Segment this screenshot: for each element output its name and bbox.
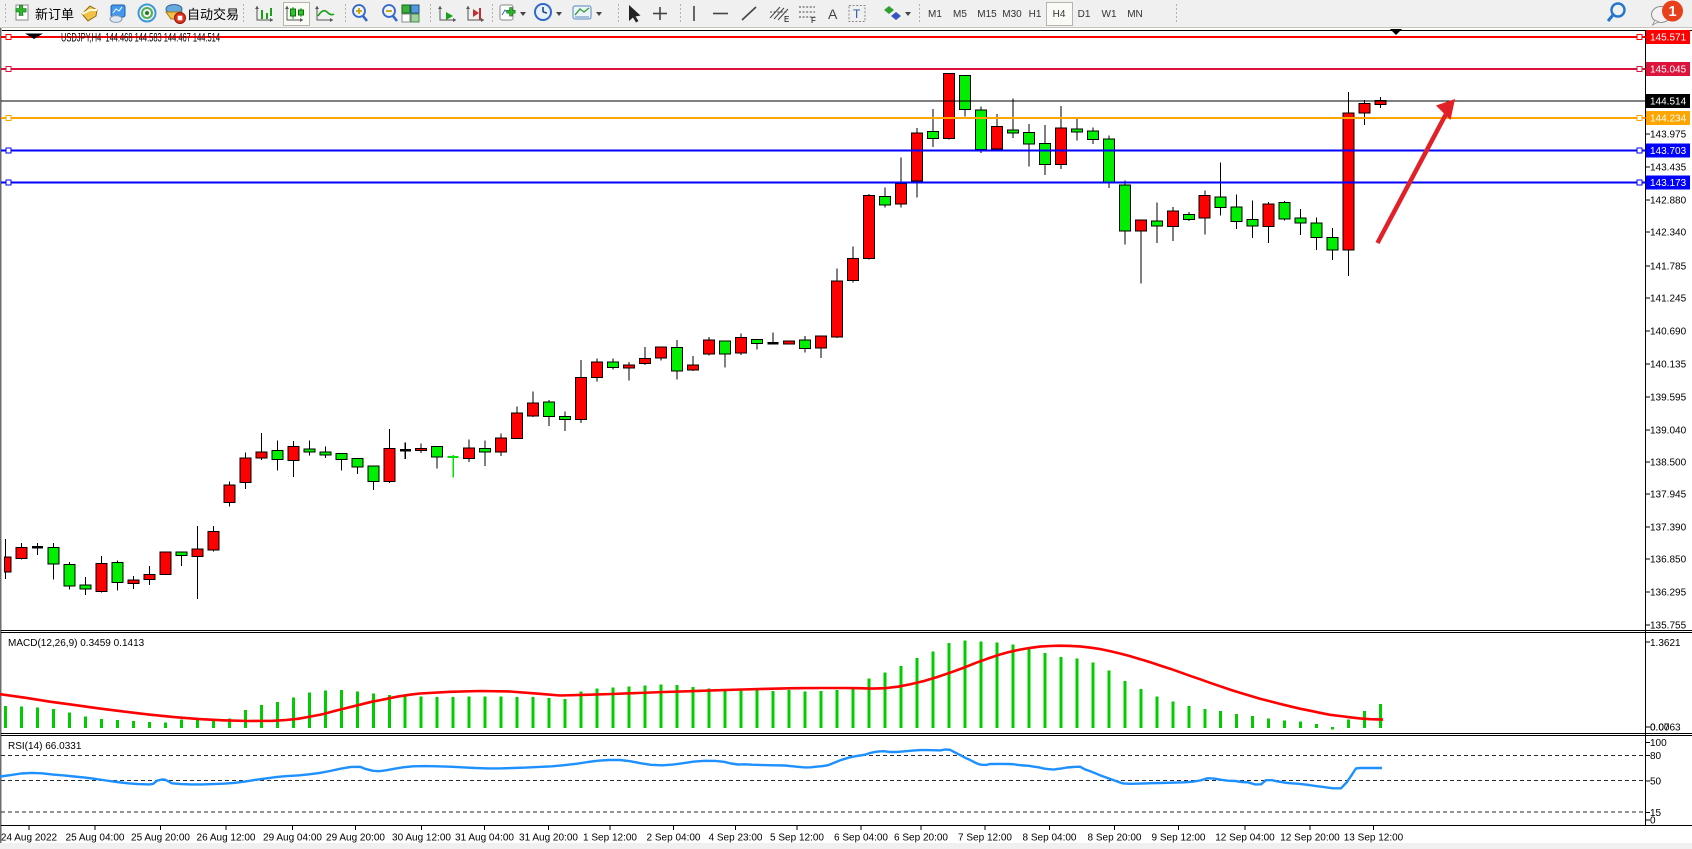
svg-text:24 Aug 2022: 24 Aug 2022 bbox=[1, 833, 58, 844]
svg-text:80: 80 bbox=[1650, 751, 1662, 762]
svg-text:143.975: 143.975 bbox=[1650, 130, 1687, 141]
svg-text:M1: M1 bbox=[928, 9, 942, 20]
svg-text:141.785: 141.785 bbox=[1650, 262, 1687, 273]
svg-text:26 Aug 12:00: 26 Aug 12:00 bbox=[197, 833, 256, 844]
svg-text:29 Aug 04:00: 29 Aug 04:00 bbox=[263, 833, 322, 844]
svg-text:140.135: 140.135 bbox=[1650, 360, 1687, 371]
svg-text:0.0763: 0.0763 bbox=[1650, 723, 1681, 734]
svg-text:0: 0 bbox=[1650, 816, 1656, 827]
svg-text:0.00: 0.00 bbox=[1650, 723, 1670, 734]
svg-text:D1: D1 bbox=[1078, 9, 1091, 20]
svg-text:136.850: 136.850 bbox=[1650, 555, 1687, 566]
svg-text:30 Aug 12:00: 30 Aug 12:00 bbox=[392, 833, 451, 844]
svg-text:12 Sep 20:00: 12 Sep 20:00 bbox=[1280, 833, 1340, 844]
svg-text:7 Sep 12:00: 7 Sep 12:00 bbox=[958, 833, 1012, 844]
svg-text:142.880: 142.880 bbox=[1650, 196, 1687, 207]
svg-text:143.173: 143.173 bbox=[1650, 178, 1687, 189]
svg-text:H4: H4 bbox=[1053, 9, 1066, 20]
svg-text:9 Sep 12:00: 9 Sep 12:00 bbox=[1152, 833, 1206, 844]
svg-text:8 Sep 04:00: 8 Sep 04:00 bbox=[1023, 833, 1077, 844]
svg-text:135.755: 135.755 bbox=[1650, 621, 1687, 632]
svg-text:142.340: 142.340 bbox=[1650, 228, 1687, 239]
svg-text:W1: W1 bbox=[1102, 9, 1117, 20]
svg-text:139.595: 139.595 bbox=[1650, 393, 1687, 404]
svg-text:M15: M15 bbox=[977, 9, 997, 20]
svg-text:12 Sep 04:00: 12 Sep 04:00 bbox=[1215, 833, 1275, 844]
svg-text:F: F bbox=[811, 16, 816, 25]
svg-text:144.514: 144.514 bbox=[1650, 97, 1687, 108]
svg-text:6 Sep 20:00: 6 Sep 20:00 bbox=[894, 833, 948, 844]
svg-text:15: 15 bbox=[1650, 808, 1662, 819]
svg-text:25 Aug 20:00: 25 Aug 20:00 bbox=[131, 833, 190, 844]
svg-text:136.295: 136.295 bbox=[1650, 588, 1687, 599]
svg-text:M5: M5 bbox=[953, 9, 967, 20]
svg-text:8 Sep 20:00: 8 Sep 20:00 bbox=[1088, 833, 1142, 844]
svg-text:50: 50 bbox=[1650, 777, 1662, 788]
svg-text:6 Sep 04:00: 6 Sep 04:00 bbox=[834, 833, 888, 844]
svg-text:13 Sep 12:00: 13 Sep 12:00 bbox=[1344, 833, 1404, 844]
svg-text:T: T bbox=[853, 7, 861, 21]
svg-text:139.040: 139.040 bbox=[1650, 426, 1687, 437]
svg-text:RSI(14) 66.0331: RSI(14) 66.0331 bbox=[8, 741, 82, 752]
svg-text:4 Sep 23:00: 4 Sep 23:00 bbox=[709, 833, 763, 844]
svg-text:M30: M30 bbox=[1002, 9, 1022, 20]
svg-text:143.703: 143.703 bbox=[1650, 146, 1687, 157]
svg-text:H1: H1 bbox=[1029, 9, 1042, 20]
svg-text:145.571: 145.571 bbox=[1650, 33, 1687, 44]
svg-text:1.3621: 1.3621 bbox=[1650, 638, 1681, 649]
svg-text:138.500: 138.500 bbox=[1650, 458, 1687, 469]
svg-text:137.390: 137.390 bbox=[1650, 523, 1687, 534]
svg-text:25 Aug 04:00: 25 Aug 04:00 bbox=[66, 833, 125, 844]
svg-text:137.945: 137.945 bbox=[1650, 490, 1687, 501]
svg-text:USDJPY,H4 144.468 144.583 144: USDJPY,H4 144.468 144.583 144.467 144.51… bbox=[61, 33, 220, 45]
svg-text:2 Sep 04:00: 2 Sep 04:00 bbox=[647, 833, 701, 844]
svg-text:143.435: 143.435 bbox=[1650, 163, 1687, 174]
svg-text:自动交易: 自动交易 bbox=[187, 7, 239, 22]
svg-text:144.234: 144.234 bbox=[1650, 114, 1687, 125]
svg-text:1: 1 bbox=[1668, 4, 1676, 20]
svg-text:5 Sep 12:00: 5 Sep 12:00 bbox=[770, 833, 824, 844]
svg-text:29 Aug 20:00: 29 Aug 20:00 bbox=[326, 833, 385, 844]
svg-text:新订单: 新订单 bbox=[35, 7, 74, 22]
svg-text:MACD(12,26,9) 0.3459 0.1413: MACD(12,26,9) 0.3459 0.1413 bbox=[8, 638, 145, 649]
svg-text:E: E bbox=[784, 15, 789, 24]
svg-text:140.690: 140.690 bbox=[1650, 327, 1687, 338]
svg-text:100: 100 bbox=[1650, 738, 1667, 749]
svg-text:1 Sep 12:00: 1 Sep 12:00 bbox=[583, 833, 637, 844]
svg-text:145.045: 145.045 bbox=[1650, 65, 1687, 76]
svg-text:141.245: 141.245 bbox=[1650, 294, 1687, 305]
svg-text:MN: MN bbox=[1127, 9, 1143, 20]
svg-text:31 Aug 04:00: 31 Aug 04:00 bbox=[455, 833, 514, 844]
svg-text:A: A bbox=[828, 6, 838, 22]
svg-text:31 Aug 20:00: 31 Aug 20:00 bbox=[519, 833, 578, 844]
